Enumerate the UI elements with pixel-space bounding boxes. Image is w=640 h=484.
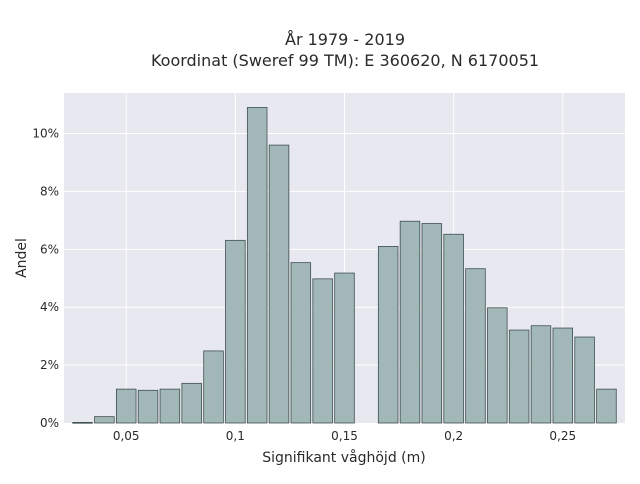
bar (225, 239, 246, 424)
y-axis-label: Andel (14, 238, 30, 278)
chart-title-line2: Koordinat (Sweref 99 TM): E 360620, N 61… (151, 51, 539, 70)
x-tick-label: 0,2 (444, 429, 463, 443)
x-tick-label: 0,05 (113, 429, 140, 443)
bar (115, 388, 137, 424)
bar (421, 223, 443, 424)
y-tick-label: 8% (40, 184, 59, 198)
y-tick-label: 6% (40, 242, 59, 256)
x-tick-label: 0,1 (226, 429, 245, 443)
x-tick-label: 0,15 (331, 429, 358, 443)
bar (159, 388, 181, 424)
bars (72, 107, 617, 424)
bar (203, 350, 224, 424)
y-axis-ticks: 0% 2% 4% 6% 8% 10% (32, 127, 59, 430)
chart-title-line1: År 1979 - 2019 (285, 30, 405, 49)
y-tick-label: 10% (32, 127, 59, 141)
bar (399, 220, 421, 424)
y-tick-label: 0% (40, 416, 59, 430)
x-tick-label: 0,25 (549, 429, 576, 443)
bar (465, 268, 486, 424)
bar (552, 327, 574, 424)
bar (312, 278, 333, 424)
bar (530, 325, 552, 424)
x-axis-label: Signifikant våghöjd (m) (262, 449, 425, 466)
bar (377, 246, 399, 424)
bar (246, 107, 268, 424)
bar (334, 272, 355, 424)
bar (574, 336, 595, 424)
bar (487, 307, 508, 424)
bar (137, 389, 159, 424)
bar (72, 422, 93, 424)
bar (443, 233, 464, 424)
bar (290, 262, 312, 424)
bar (508, 329, 530, 424)
bar (94, 416, 115, 424)
bar (596, 388, 617, 424)
bar (181, 382, 202, 424)
x-axis-ticks: 0,05 0,1 0,15 0,2 0,25 (113, 429, 576, 443)
y-tick-label: 4% (40, 300, 59, 314)
bar (268, 144, 290, 424)
y-tick-label: 2% (40, 358, 59, 372)
